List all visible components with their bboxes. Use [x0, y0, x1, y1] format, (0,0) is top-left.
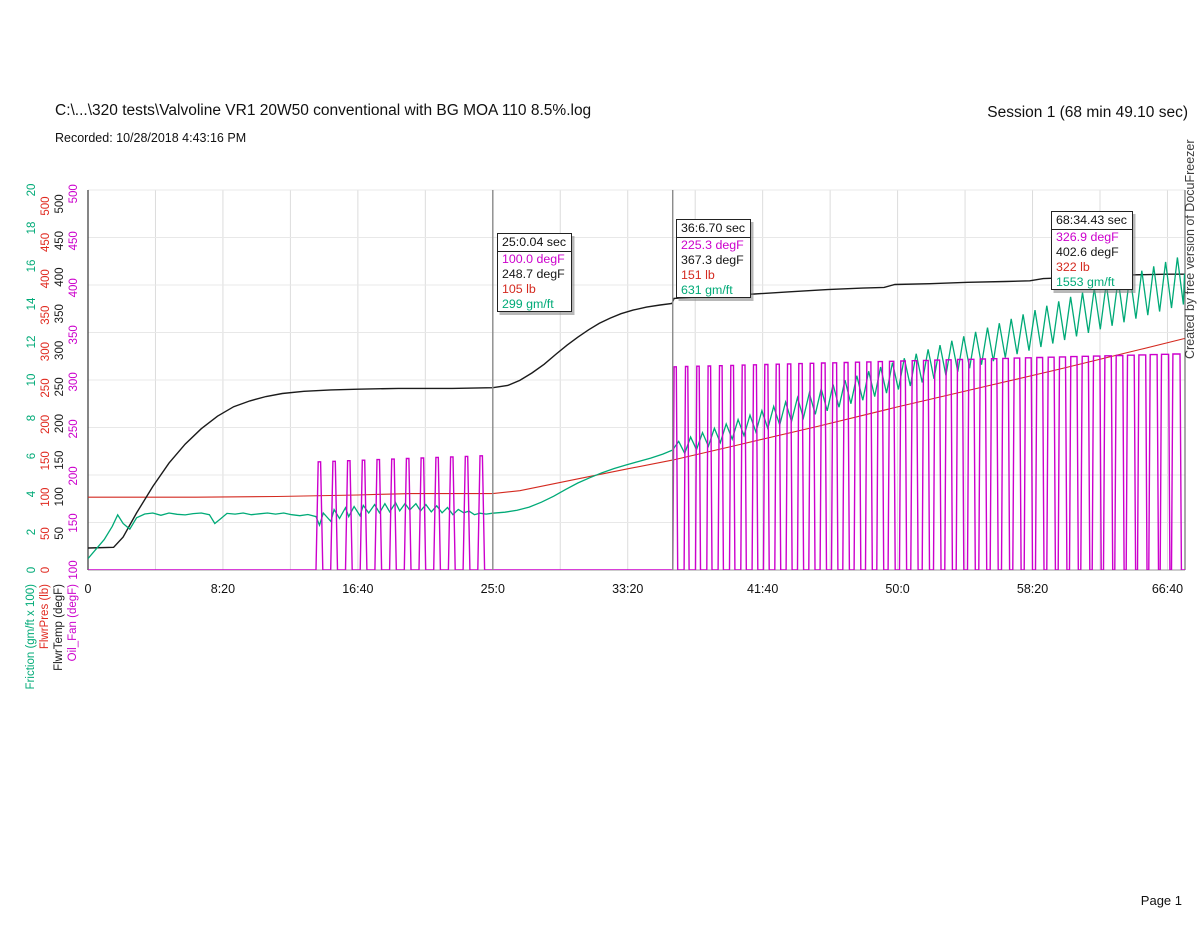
axis-title-oilfan: Oil_Fan (degF): [67, 584, 79, 662]
cursor-flwrtemp-value: 402.6 degF: [1056, 244, 1119, 259]
x-tick-label: 8:20: [211, 582, 235, 596]
y-tick-label: 400: [40, 269, 52, 288]
y-tick-label: 200: [68, 466, 80, 485]
y-tick-label: 450: [68, 231, 80, 250]
y-tick-label: 400: [54, 268, 66, 287]
log-file-title: C:\...\320 tests\Valvoline VR1 20W50 con…: [55, 102, 592, 119]
y-tick-label: 2: [26, 529, 38, 535]
cursor-oilfan-value: 100.0 degF: [502, 251, 565, 266]
series-flwrpres: [88, 337, 1185, 498]
cursor-readout-box-2: 36:6.70 sec 225.3 degF 367.3 degF 151 lb…: [676, 219, 752, 299]
cursor-readout-box-1: 25:0.04 sec 100.0 degF 248.7 degF 105 lb…: [497, 233, 573, 313]
x-tick-label: 16:40: [342, 582, 373, 596]
cursor-flwrpres-value: 151 lb: [681, 267, 715, 282]
cursor-friction-value: 631 gm/ft: [681, 282, 733, 297]
cursor-flwrpres-value: 105 lb: [502, 281, 536, 296]
cursor-friction-value: 299 gm/ft: [502, 296, 554, 311]
x-tick-label: 0: [85, 582, 92, 596]
y-tick-label: 300: [68, 372, 80, 391]
x-tick-label: 25:0: [481, 582, 505, 596]
y-tick-label: 500: [40, 196, 52, 215]
y-tick-label: 300: [40, 342, 52, 361]
series-group: [88, 257, 1185, 570]
y-tick-label: 350: [68, 325, 80, 344]
y-tick-label: 200: [54, 414, 66, 433]
axis-title-friction: Friction (gm/ft x 100): [25, 584, 37, 690]
axis-title-flwrtemp: FlwrTemp (degF): [53, 584, 65, 671]
cursor-oilfan-value: 326.9 degF: [1056, 229, 1119, 244]
cursor-friction-value: 1553 gm/ft: [1056, 274, 1115, 289]
cursor-time: 68:34.43 sec: [1052, 212, 1132, 230]
cursor-flwrtemp-value: 367.3 degF: [681, 252, 744, 267]
series-oilfan: [88, 353, 1185, 570]
y-tick-label: 8: [26, 415, 38, 421]
x-tick-label: 33:20: [612, 582, 643, 596]
x-tick-label: 41:40: [747, 582, 778, 596]
x-tick-label: 50:0: [885, 582, 909, 596]
docufreezer-watermark: Created by free version of DocuFreezer: [1183, 139, 1197, 359]
y-tick-label: 350: [40, 306, 52, 325]
cursor-oilfan-value: 225.3 degF: [681, 237, 744, 252]
y-tick-label: 450: [40, 233, 52, 252]
y-tick-label: 0: [40, 567, 52, 573]
y-tick-label: 14: [26, 297, 38, 310]
axis-title-flwrpres: FlwrPres (lb): [39, 584, 51, 650]
y-tick-label: 250: [40, 378, 52, 397]
y-tick-label: 500: [68, 184, 80, 203]
y-tick-label: 100: [40, 488, 52, 507]
y-tick-label: 10: [26, 374, 38, 387]
x-tick-label: 58:20: [1017, 582, 1048, 596]
x-tick-label: 66:40: [1152, 582, 1183, 596]
y-tick-label: 16: [26, 260, 38, 273]
cursor-flwrtemp-value: 248.7 degF: [502, 266, 565, 281]
y-tick-label: 200: [40, 415, 52, 434]
y-tick-label: 300: [54, 341, 66, 360]
y-tick-label: 12: [26, 336, 38, 349]
y-tick-label: 4: [26, 490, 38, 497]
y-tick-label: 250: [54, 377, 66, 396]
y-tick-label: 50: [40, 527, 52, 540]
recorded-timestamp: Recorded: 10/28/2018 4:43:16 PM: [55, 131, 247, 145]
page-number: Page 1: [1140, 893, 1182, 908]
cursor-readout-box-3: 68:34.43 sec 326.9 degF 402.6 degF 322 l…: [1051, 211, 1133, 291]
y-tick-label: 400: [68, 278, 80, 297]
y-tick-label: 150: [40, 451, 52, 470]
y-tick-label: 500: [54, 194, 66, 213]
y-tick-label: 0: [26, 567, 38, 573]
y-tick-label: 250: [68, 419, 80, 438]
series-flwrtemp: [88, 273, 1185, 549]
y-tick-label: 6: [26, 453, 38, 459]
y-tick-label: 18: [26, 222, 38, 235]
session-duration: Session 1 (68 min 49.10 sec): [987, 104, 1188, 121]
y-tick-label: 20: [26, 184, 38, 197]
y-tick-label: 450: [54, 231, 66, 250]
cursor-flwrpres-value: 322 lb: [1056, 259, 1090, 274]
cursor-time: 36:6.70 sec: [677, 220, 751, 238]
y-tick-label: 350: [54, 304, 66, 323]
y-tick-label: 150: [68, 513, 80, 532]
cursor-time: 25:0.04 sec: [498, 234, 572, 252]
y-tick-label: 150: [54, 451, 66, 470]
y-tick-label: 100: [54, 487, 66, 506]
y-tick-label: 100: [68, 560, 80, 579]
y-tick-label: 50: [54, 527, 66, 540]
